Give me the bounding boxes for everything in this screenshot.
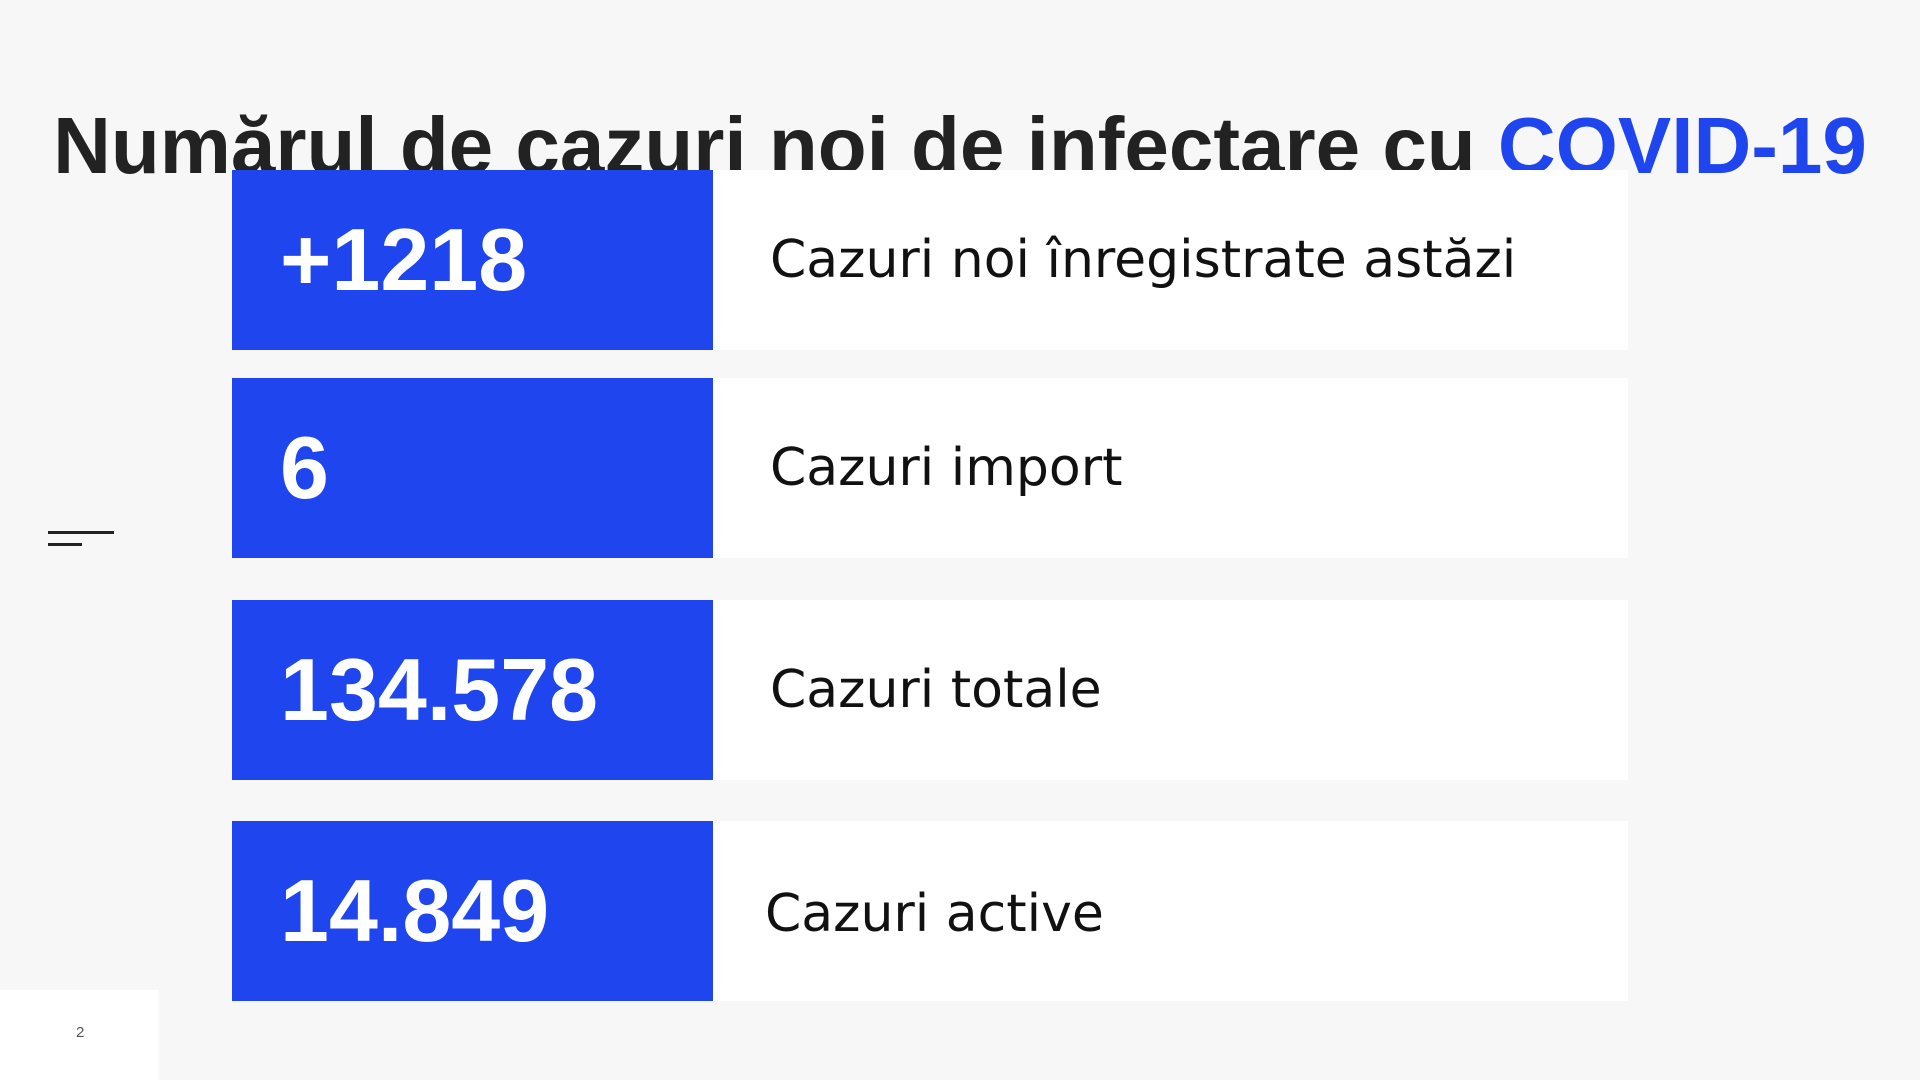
stat-value-box: +1218 — [232, 170, 713, 350]
stat-value-import-cases: 6 — [280, 418, 329, 517]
page-number-box: 2 — [0, 990, 159, 1080]
stat-value-new-cases: +1218 — [280, 210, 528, 309]
stat-value-active-cases: 14.849 — [280, 861, 550, 960]
page-number: 2 — [76, 1024, 85, 1041]
stat-label-active-cases: Cazuri active — [765, 884, 1104, 944]
stat-row-new-cases: +1218 Cazuri noi înregistrate astăzi — [232, 170, 1628, 350]
decorative-line-long — [48, 531, 114, 534]
stat-label-new-cases: Cazuri noi înregistrate astăzi — [770, 230, 1517, 290]
decorative-lines-icon — [48, 531, 114, 549]
stat-value-total-cases: 134.578 — [280, 640, 599, 739]
stat-value-box: 134.578 — [232, 600, 713, 780]
stat-label-box: Cazuri noi înregistrate astăzi — [713, 170, 1628, 350]
stat-label-box: Cazuri totale — [713, 600, 1628, 780]
stat-label-box: Cazuri import — [713, 378, 1628, 558]
stat-row-import-cases: 6 Cazuri import — [232, 378, 1628, 558]
decorative-line-short — [48, 543, 82, 546]
stat-label-total-cases: Cazuri totale — [770, 660, 1102, 720]
stat-value-box: 6 — [232, 378, 713, 558]
stat-label-import-cases: Cazuri import — [770, 438, 1123, 498]
stat-row-active-cases: 14.849 Cazuri active — [232, 821, 1628, 1001]
stat-value-box: 14.849 — [232, 821, 713, 1001]
stat-row-total-cases: 134.578 Cazuri totale — [232, 600, 1628, 780]
stat-label-box: Cazuri active — [713, 821, 1628, 1001]
